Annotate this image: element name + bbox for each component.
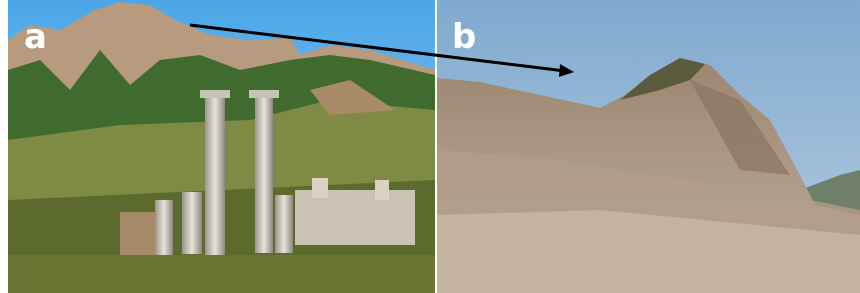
panel-b-photo bbox=[437, 0, 860, 293]
panel-a-photo bbox=[8, 0, 435, 293]
panel-label: a bbox=[24, 17, 47, 57]
figure: a b bbox=[0, 0, 860, 293]
panel-label: b bbox=[452, 17, 476, 57]
